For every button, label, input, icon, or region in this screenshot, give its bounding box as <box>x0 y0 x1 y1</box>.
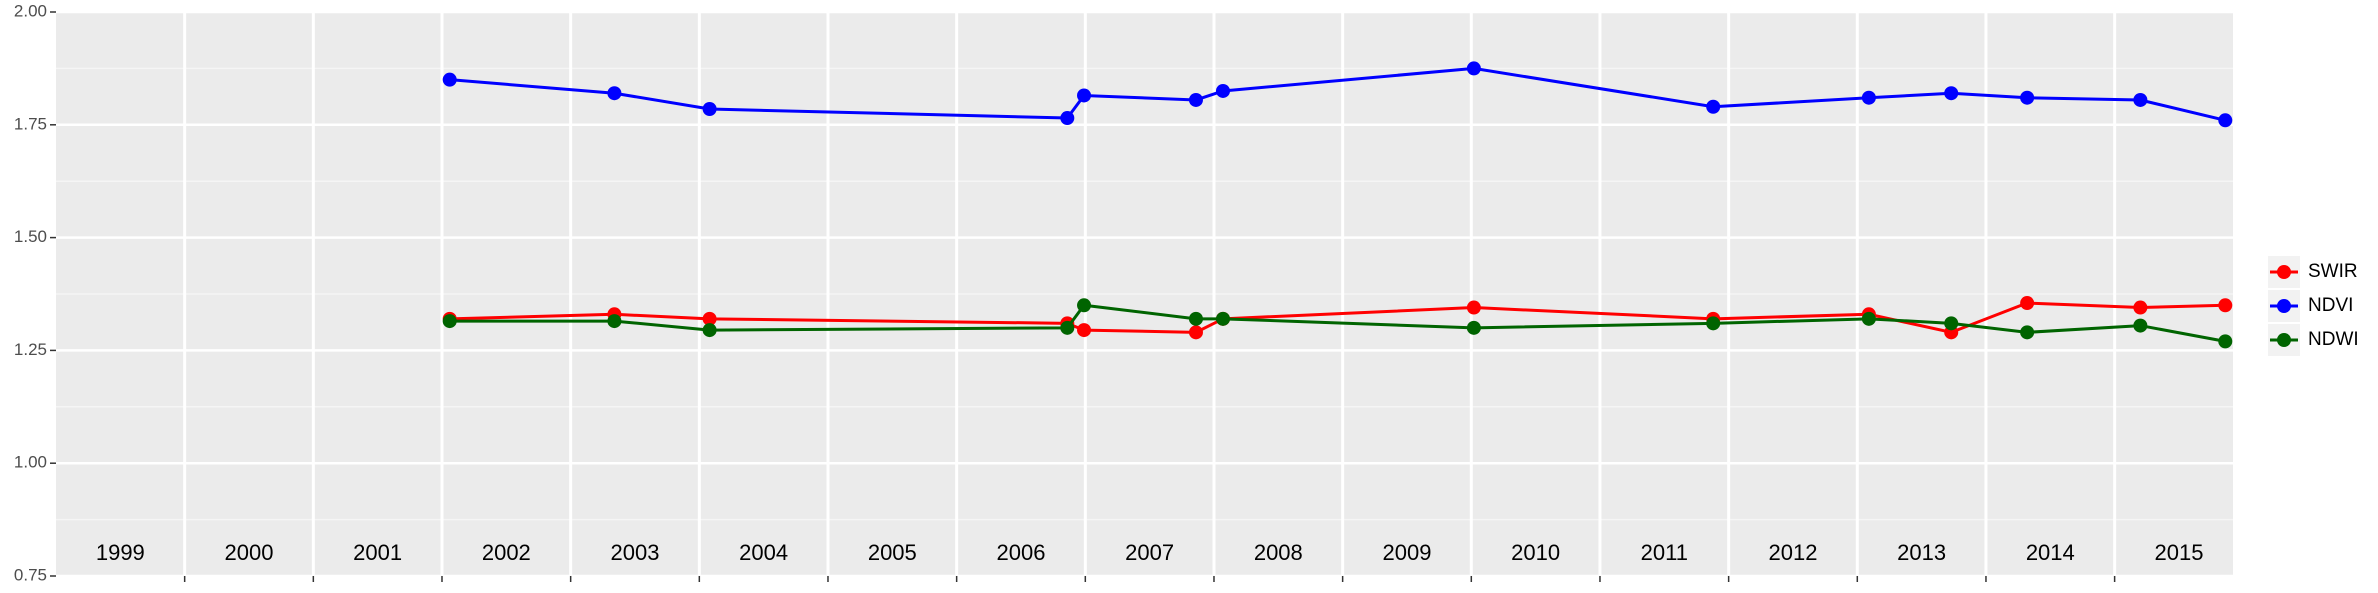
point <box>1861 311 1876 326</box>
year-label: 2007 <box>1125 540 1174 565</box>
year-label: 2002 <box>482 540 531 565</box>
point <box>607 86 622 101</box>
series-line <box>449 303 2226 343</box>
legend-point <box>2277 265 2291 279</box>
series-line <box>449 66 2226 122</box>
legend-label: NDVI <box>2308 295 2353 316</box>
year-label: 2013 <box>1897 540 1946 565</box>
legend-label: SWIR <box>2308 261 2358 282</box>
point <box>2020 296 2035 311</box>
point <box>1466 300 1481 315</box>
point <box>442 314 457 329</box>
point <box>702 102 717 117</box>
year-label: 2009 <box>1382 540 1431 565</box>
y-tick-label: 1.25 <box>14 340 47 359</box>
point <box>1188 92 1203 107</box>
point <box>1188 311 1203 326</box>
point <box>1466 320 1481 335</box>
legend-point <box>2277 299 2291 313</box>
year-label: 2006 <box>997 540 1046 565</box>
year-label: 2008 <box>1254 540 1303 565</box>
point <box>1706 99 1721 114</box>
legend-point <box>2277 333 2291 347</box>
point <box>1215 83 1230 98</box>
point <box>607 314 622 329</box>
year-label: 1999 <box>96 540 145 565</box>
year-label: 2012 <box>1768 540 1817 565</box>
point <box>1188 325 1203 340</box>
point <box>2133 300 2148 315</box>
year-label: 2003 <box>611 540 660 565</box>
y-tick-label: 2.00 <box>14 1 47 20</box>
year-label: 2005 <box>868 540 917 565</box>
year-label: 2011 <box>1641 540 1688 565</box>
point <box>1861 90 1876 105</box>
year-label: 2010 <box>1511 540 1560 565</box>
point <box>702 311 717 326</box>
point <box>1466 61 1481 76</box>
y-tick-label: 0.75 <box>14 565 47 584</box>
point <box>1077 323 1092 338</box>
point <box>1060 111 1075 126</box>
y-tick-label: 1.75 <box>14 114 47 133</box>
year-label: 2000 <box>225 540 274 565</box>
point <box>1706 316 1721 331</box>
point <box>2218 298 2233 313</box>
y-tick-label: 1.00 <box>14 453 47 472</box>
point <box>1944 316 1959 331</box>
point <box>2020 325 2035 340</box>
y-tick-label: 1.50 <box>14 227 47 246</box>
year-label: 2001 <box>353 540 402 565</box>
point <box>702 323 717 338</box>
point <box>2133 92 2148 107</box>
year-label: 2004 <box>739 540 788 565</box>
legend-label: NDWI <box>2308 329 2359 350</box>
point <box>2133 318 2148 333</box>
year-label: 2015 <box>2154 540 2203 565</box>
point <box>1077 298 1092 313</box>
point <box>1060 320 1075 335</box>
point <box>1215 311 1230 326</box>
point <box>2218 334 2233 349</box>
point <box>2218 113 2233 128</box>
point <box>1944 86 1959 101</box>
point <box>2020 90 2035 105</box>
point <box>1077 88 1092 103</box>
series-line <box>449 301 2226 334</box>
year-label: 2014 <box>2026 540 2075 565</box>
point <box>442 72 457 87</box>
